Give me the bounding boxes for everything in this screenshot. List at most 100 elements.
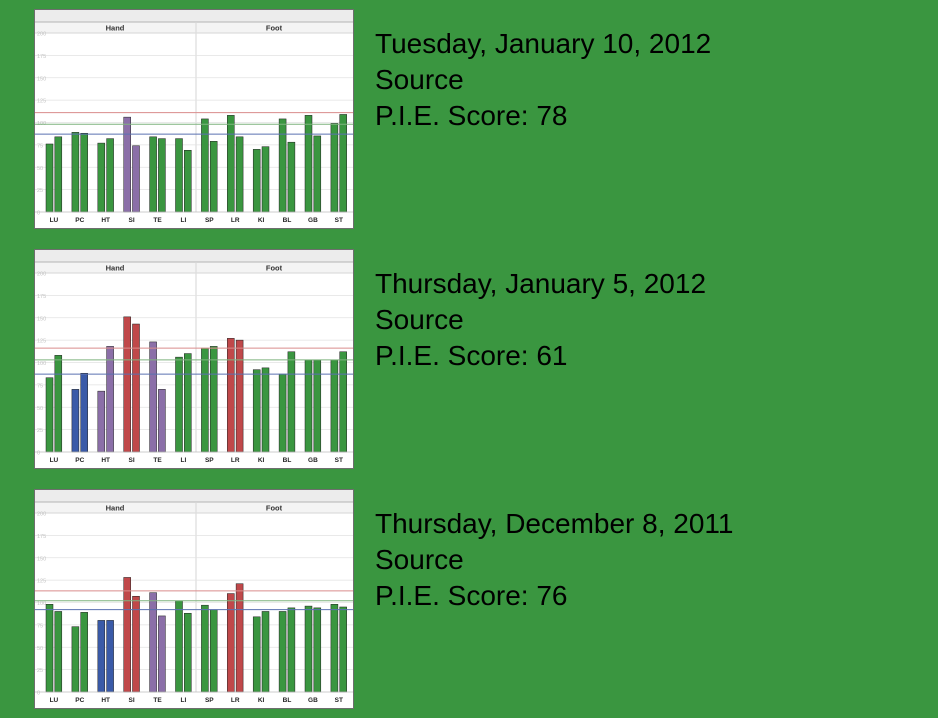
bar-pc	[71, 626, 80, 693]
entry-date: Thursday, January 5, 2012	[375, 268, 707, 299]
entry-score: P.I.E. Score: 78	[375, 100, 568, 131]
bar-bl	[278, 373, 287, 453]
bar-st	[339, 114, 347, 213]
bar-bl	[287, 141, 296, 213]
chart-header-band	[35, 502, 353, 513]
category-label: SI	[129, 217, 135, 224]
bar-te	[149, 592, 157, 693]
category-label: LR	[231, 457, 240, 464]
bar-gb	[313, 135, 322, 213]
bar-ht	[97, 142, 106, 213]
y-tick-label: 0	[37, 211, 40, 217]
bar-si	[132, 323, 140, 453]
category-label: KI	[258, 217, 265, 224]
bar-ki	[261, 367, 270, 453]
bar-si	[123, 116, 131, 213]
category-label: KI	[258, 697, 265, 704]
y-tick-label: 125	[37, 99, 46, 105]
bar-pc	[80, 612, 88, 693]
bar-si	[132, 595, 140, 693]
chart-top-band	[35, 10, 353, 22]
y-tick-label: 50	[37, 646, 43, 652]
category-label: SP	[205, 697, 214, 704]
bar-ki	[252, 149, 261, 213]
category-label: TE	[153, 457, 162, 464]
bar-lu	[45, 143, 54, 213]
y-tick-label: 25	[37, 428, 43, 434]
y-tick-label: 25	[37, 668, 43, 674]
y-tick-label: 50	[37, 406, 43, 412]
bar-pc	[80, 132, 88, 213]
category-label: LU	[50, 217, 59, 224]
y-tick-label: 175	[37, 294, 46, 300]
group-label: Foot	[266, 264, 283, 273]
entry-date: Tuesday, January 10, 2012	[375, 28, 712, 59]
chart-header-band	[35, 22, 353, 33]
bar-lr	[235, 136, 244, 213]
entry-score: P.I.E. Score: 76	[375, 580, 568, 611]
category-label: HT	[101, 217, 110, 224]
category-label: ST	[335, 457, 343, 464]
bar-te	[149, 136, 157, 213]
category-label: LR	[231, 697, 240, 704]
bar-gb	[304, 605, 313, 693]
category-label: TE	[153, 697, 162, 704]
y-tick-label: 200	[37, 272, 46, 278]
bar-te	[149, 341, 157, 453]
y-tick-label: 75	[37, 143, 43, 149]
bar-lr	[235, 583, 244, 693]
bar-st	[330, 123, 339, 213]
pie-chart-panel-1: HandFoot2001751501251007550250LUPCHTSITE…	[34, 9, 354, 229]
category-label: BL	[283, 457, 292, 464]
category-label: KI	[258, 457, 265, 464]
category-label: HT	[101, 697, 110, 704]
category-label: ST	[335, 697, 343, 704]
bar-li	[184, 353, 192, 453]
bar-st	[339, 351, 347, 453]
bar-te	[158, 138, 166, 213]
y-tick-label: 0	[37, 451, 40, 457]
bar-li	[184, 612, 192, 693]
bar-ht	[97, 620, 106, 693]
bar-st	[339, 606, 347, 693]
bar-si	[123, 316, 131, 453]
bar-li	[175, 600, 183, 693]
category-label: SI	[129, 457, 135, 464]
group-label: Foot	[266, 504, 283, 513]
entry-info-2: Thursday, January 5, 2012 Source P.I.E. …	[375, 266, 706, 374]
category-label: GB	[308, 457, 318, 464]
category-label: HT	[101, 457, 110, 464]
pie-chart-2: Hand Foot 200 175 150 125 100 75 50 25 0 LU PC HT SI TE…	[35, 250, 353, 464]
category-label: SP	[205, 457, 214, 464]
chart-top-band	[35, 250, 353, 262]
y-tick-label: 0	[37, 691, 40, 697]
bar-bl	[287, 351, 296, 453]
y-tick-label: 175	[37, 54, 46, 60]
entry-type: Source	[375, 544, 464, 575]
pie-chart-3: Hand Foot 200 175 150 125 100 75 50 25 0 LU PC HT SI TE…	[35, 490, 353, 704]
category-label: GB	[308, 217, 318, 224]
pie-chart-panel-3: Hand Foot 200 175 150 125 100 75 50 25 0 LU PC HT SI TE…	[34, 489, 354, 709]
y-tick-label: 150	[37, 556, 46, 562]
bar-ht	[97, 390, 106, 453]
category-label: ST	[335, 217, 343, 224]
bar-li	[184, 149, 192, 213]
category-label: GB	[308, 697, 318, 704]
y-tick-label: 125	[37, 339, 46, 345]
y-tick-label: 200	[37, 32, 46, 38]
bar-lr	[227, 115, 235, 213]
group-label: Hand	[106, 24, 125, 33]
bar-si	[132, 145, 140, 213]
bar-gb	[304, 115, 313, 213]
bar-lr	[227, 338, 235, 453]
bar-bl	[278, 118, 287, 213]
category-label: LU	[50, 457, 59, 464]
y-tick-label: 25	[37, 188, 43, 194]
bar-lu	[54, 355, 63, 453]
category-label: PC	[75, 697, 84, 704]
category-label: PC	[75, 217, 84, 224]
bar-bl	[287, 607, 296, 693]
bar-bl	[278, 611, 287, 693]
category-label: LI	[181, 697, 187, 704]
category-label: SP	[205, 217, 214, 224]
